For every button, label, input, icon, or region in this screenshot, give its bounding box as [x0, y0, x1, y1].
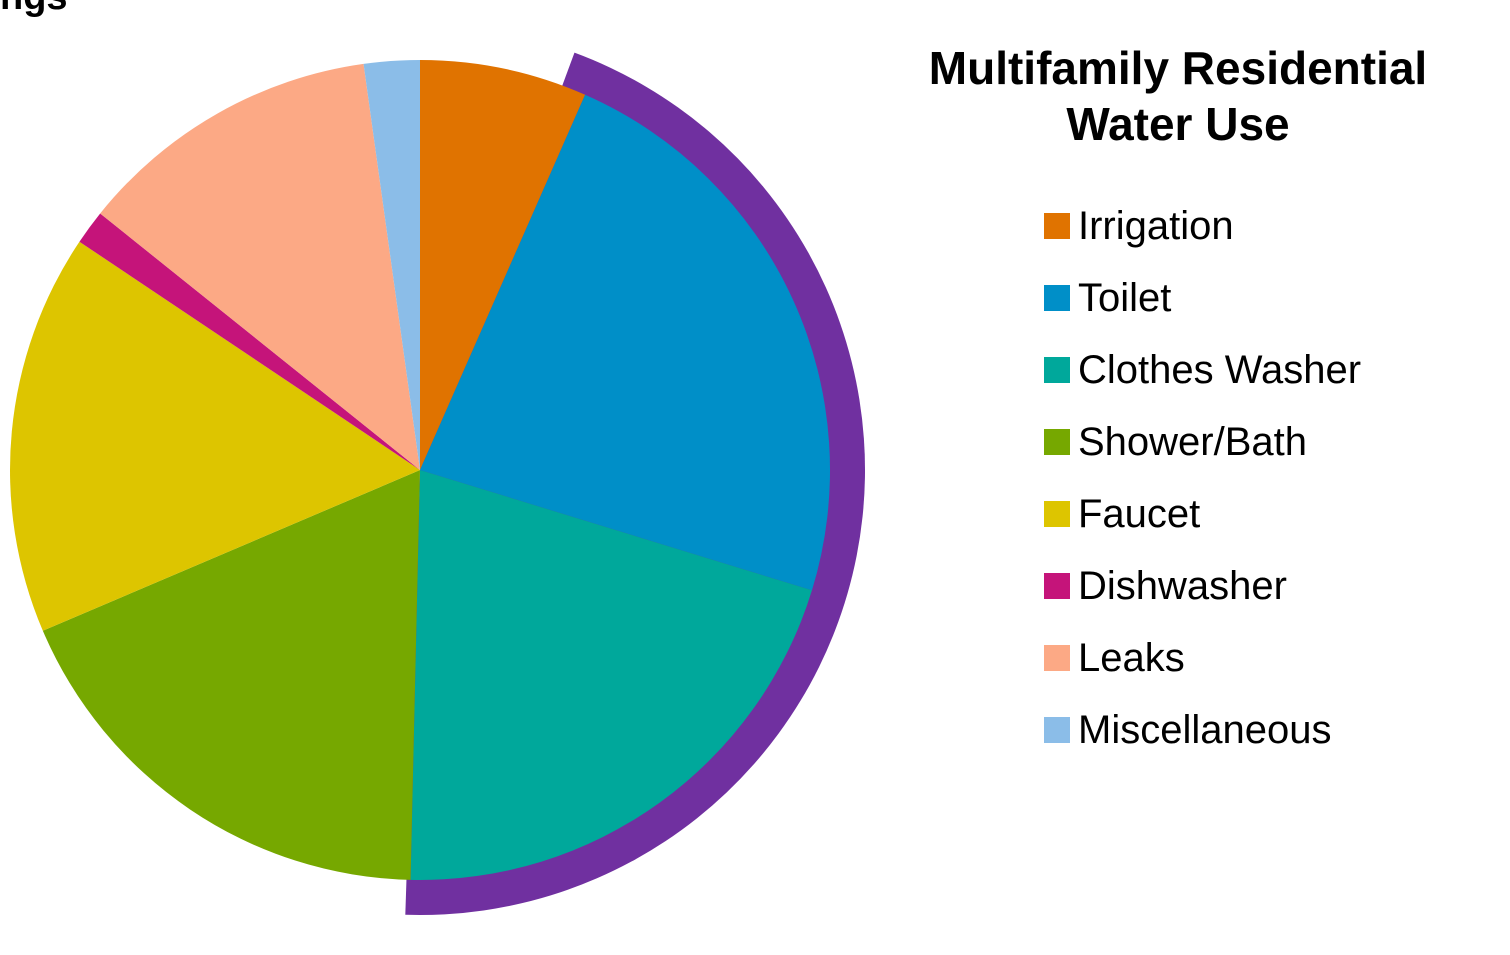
legend-swatch: [1044, 429, 1070, 455]
chart-legend: Irrigation Toilet Clothes Washer Shower/Bat…: [1044, 190, 1361, 766]
pie-slice-toilet: [420, 94, 830, 591]
legend-label: Clothes Washer: [1078, 347, 1362, 392]
chart-title-line-1: Multifamily Residential: [928, 42, 1428, 94]
pie-slice-faucet: [10, 241, 421, 631]
chart-title-line-2: Water Use: [1066, 98, 1290, 150]
legend-item-toilet: Toilet: [1044, 262, 1361, 334]
legend-swatch: [1044, 501, 1070, 527]
legend-item-irrigation: Irrigation: [1044, 190, 1361, 262]
legend-swatch: [1044, 573, 1070, 599]
pie-slice-leaks: [100, 63, 421, 470]
legend-swatch: [1044, 213, 1070, 239]
pie-slice-clothes-washer: [410, 470, 812, 880]
legend-label: Shower/Bath: [1078, 419, 1308, 464]
legend-label: Faucet: [1078, 491, 1201, 536]
legend-item-clothes-washer: Clothes Washer: [1044, 334, 1361, 406]
legend-label: Dishwasher: [1078, 563, 1287, 608]
legend-swatch: [1044, 357, 1070, 383]
legend-swatch: [1044, 285, 1070, 311]
legend-label: Leaks: [1078, 635, 1185, 680]
pie-slice-dishwasher: [79, 213, 421, 470]
pie-slice-shower-bath: [42, 470, 421, 880]
legend-item-dishwasher: Dishwasher: [1044, 550, 1361, 622]
pie-slice-miscellaneous: [363, 60, 420, 470]
legend-item-miscellaneous: Miscellaneous: [1044, 694, 1361, 766]
pie-slice-irrigation: [420, 60, 586, 470]
legend-label: Toilet: [1078, 275, 1172, 320]
cropped-heading: ngs: [0, 0, 68, 16]
legend-swatch: [1044, 717, 1070, 743]
legend-swatch: [1044, 645, 1070, 671]
legend-item-leaks: Leaks: [1044, 622, 1361, 694]
legend-label: Irrigation: [1078, 203, 1234, 248]
legend-item-shower-bath: Shower/Bath: [1044, 406, 1361, 478]
legend-label: Miscellaneous: [1078, 707, 1332, 752]
legend-item-faucet: Faucet: [1044, 478, 1361, 550]
pie-slices: [10, 60, 830, 880]
chart-title: Multifamily Residential Water Use: [858, 40, 1498, 152]
